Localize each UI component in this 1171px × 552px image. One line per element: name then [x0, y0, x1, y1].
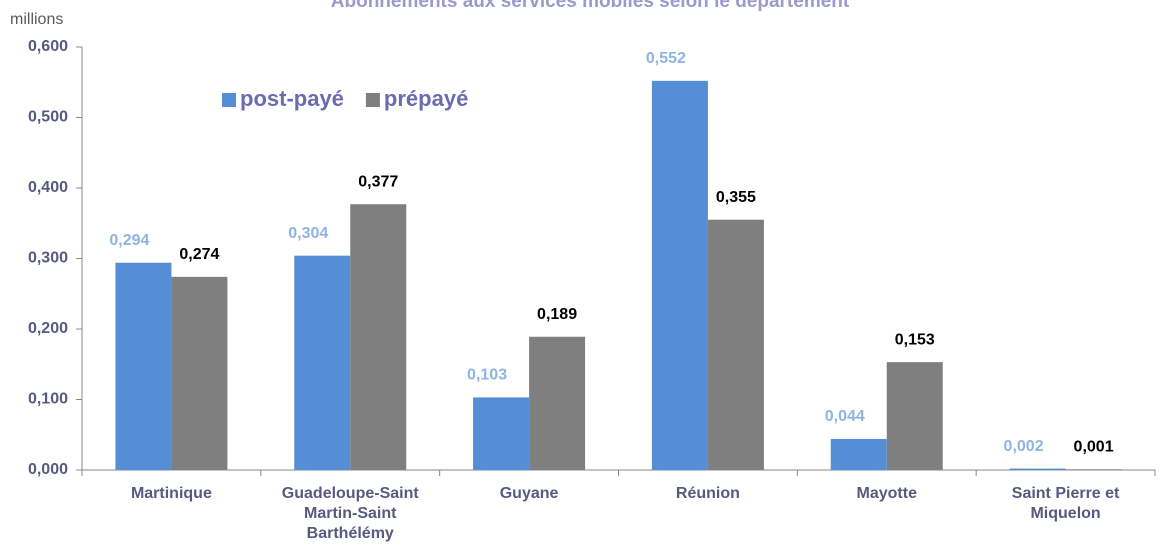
y-tick-label: 0,200 — [28, 320, 68, 337]
y-tick-label: 0,000 — [28, 461, 68, 478]
bar — [115, 262, 172, 470]
legend-swatch — [222, 93, 236, 107]
value-label: 0,103 — [467, 367, 507, 384]
x-tick-label: Mayotte — [856, 485, 917, 502]
bar — [473, 397, 530, 470]
x-tick-label: Guadeloupe-Saint Martin-Saint Barthélémy — [281, 485, 419, 542]
bar — [1009, 468, 1066, 470]
x-tick-label: Martinique — [130, 485, 212, 502]
bar — [707, 219, 764, 470]
chart-title: Abonnements aux services mobiles selon l… — [331, 0, 850, 12]
value-label: 0,294 — [109, 232, 149, 249]
x-tick-label: Saint Pierre et Miquelon — [1011, 485, 1120, 522]
bar — [529, 336, 586, 470]
legend-label: post-payé — [240, 86, 344, 111]
y-tick-label: 0,100 — [28, 391, 68, 408]
bar — [350, 204, 407, 470]
value-label: 0,153 — [895, 331, 935, 348]
value-label: 0,552 — [646, 50, 686, 67]
x-tick-label: Réunion — [675, 485, 740, 502]
bar — [294, 255, 351, 470]
value-label: 0,274 — [179, 246, 219, 263]
y-tick-label: 0,300 — [28, 250, 68, 267]
y-tick-label: 0,400 — [28, 179, 68, 196]
bar — [886, 362, 943, 470]
value-label: 0,189 — [537, 306, 577, 323]
value-label: 0,377 — [358, 173, 398, 190]
bar — [830, 438, 887, 470]
y-axis-label: millions — [10, 11, 63, 28]
value-label: 0,002 — [1004, 438, 1044, 455]
bar — [651, 80, 708, 470]
y-tick-label: 0,500 — [28, 109, 68, 126]
bar — [171, 276, 228, 470]
legend-label: prépayé — [384, 86, 468, 111]
legend-swatch — [365, 93, 380, 107]
y-tick-label: 0,600 — [28, 38, 68, 55]
value-label: 0,304 — [288, 225, 328, 242]
x-tick-label: Guyane — [499, 485, 559, 502]
bar — [1065, 469, 1122, 470]
value-label: 0,044 — [825, 408, 865, 425]
value-label: 0,355 — [716, 189, 756, 206]
value-label: 0,001 — [1074, 439, 1114, 456]
